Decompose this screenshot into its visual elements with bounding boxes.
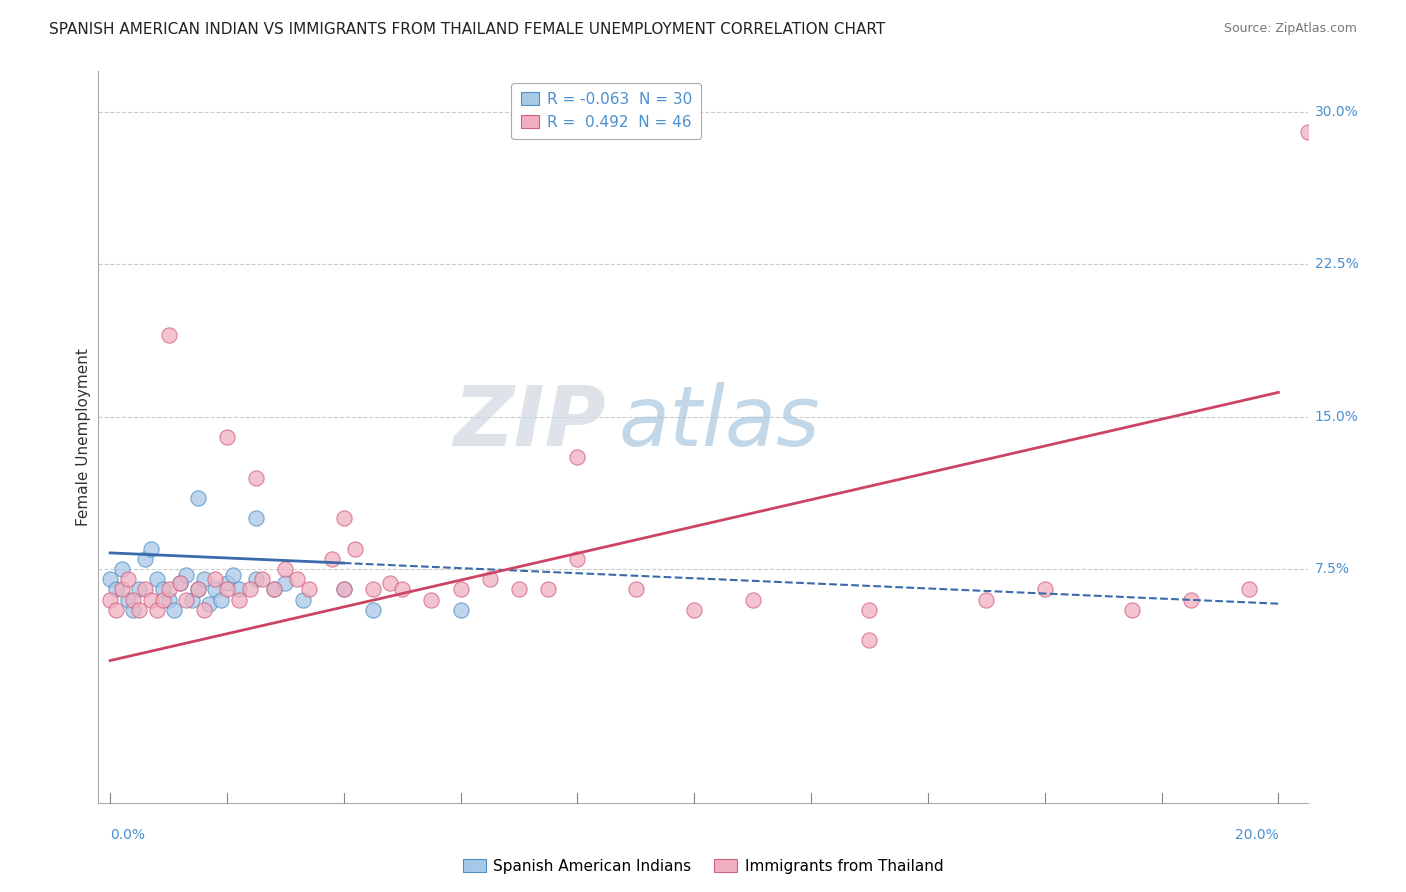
Text: 15.0%: 15.0% [1315,409,1358,424]
Point [567,450,589,465]
Point [134,552,156,566]
Y-axis label: Female Unemployment: Female Unemployment [76,348,91,526]
Point [298,582,321,597]
Point [157,328,180,343]
Point [174,592,197,607]
Point [263,582,285,597]
Text: 22.5%: 22.5% [1315,258,1358,271]
Point [1180,592,1202,607]
Point [193,572,215,586]
Point [104,603,127,617]
Point [508,582,530,597]
Point [228,592,250,607]
Text: 20.0%: 20.0% [1234,828,1278,842]
Point [187,491,209,505]
Point [245,471,267,485]
Point [567,552,589,566]
Point [332,582,354,597]
Point [111,562,134,576]
Point [139,541,162,556]
Point [146,603,169,617]
Point [361,603,384,617]
Point [974,592,997,607]
Point [361,582,384,597]
Point [146,572,169,586]
Point [169,576,191,591]
Point [98,572,121,586]
Point [228,582,250,597]
Point [174,568,197,582]
Point [239,582,262,597]
Point [198,597,221,611]
Point [332,511,354,525]
Point [104,582,127,597]
Point [187,582,209,597]
Point [321,552,343,566]
Point [122,592,145,607]
Point [245,511,267,525]
Point [139,592,162,607]
Point [117,572,139,586]
Point [187,582,209,597]
Text: 0.0%: 0.0% [110,828,145,842]
Point [380,576,402,591]
Point [134,582,156,597]
Text: ZIP: ZIP [454,382,606,463]
Point [263,582,285,597]
Point [285,572,308,586]
Point [274,576,297,591]
Point [163,603,186,617]
Point [344,541,367,556]
Point [128,582,150,597]
Point [450,582,472,597]
Text: 30.0%: 30.0% [1315,105,1358,119]
Point [250,572,273,586]
Legend: R = -0.063  N = 30, R =  0.492  N = 46: R = -0.063 N = 30, R = 0.492 N = 46 [512,83,702,139]
Text: atlas: atlas [619,382,820,463]
Point [291,592,314,607]
Point [193,603,215,617]
Point [215,576,238,591]
Point [215,430,238,444]
Point [450,603,472,617]
Point [204,572,226,586]
Text: SPANISH AMERICAN INDIAN VS IMMIGRANTS FROM THAILAND FEMALE UNEMPLOYMENT CORRELAT: SPANISH AMERICAN INDIAN VS IMMIGRANTS FR… [49,22,886,37]
Point [683,603,706,617]
Point [537,582,560,597]
Point [169,576,191,591]
Point [741,592,763,607]
Point [1296,125,1319,139]
Point [152,592,174,607]
Point [245,572,267,586]
Point [624,582,647,597]
Point [157,592,180,607]
Point [111,582,134,597]
Point [1033,582,1056,597]
Point [204,582,226,597]
Point [128,603,150,617]
Point [1121,603,1143,617]
Legend: Spanish American Indians, Immigrants from Thailand: Spanish American Indians, Immigrants fro… [457,853,949,880]
Text: 7.5%: 7.5% [1315,562,1350,576]
Point [274,562,297,576]
Point [152,582,174,597]
Point [122,603,145,617]
Text: Source: ZipAtlas.com: Source: ZipAtlas.com [1223,22,1357,36]
Point [391,582,413,597]
Point [117,592,139,607]
Point [157,582,180,597]
Point [420,592,443,607]
Point [858,603,880,617]
Point [332,582,354,597]
Point [180,592,202,607]
Point [1237,582,1260,597]
Point [222,568,245,582]
Point [209,592,232,607]
Point [215,582,238,597]
Point [478,572,501,586]
Point [858,633,880,648]
Point [98,592,121,607]
